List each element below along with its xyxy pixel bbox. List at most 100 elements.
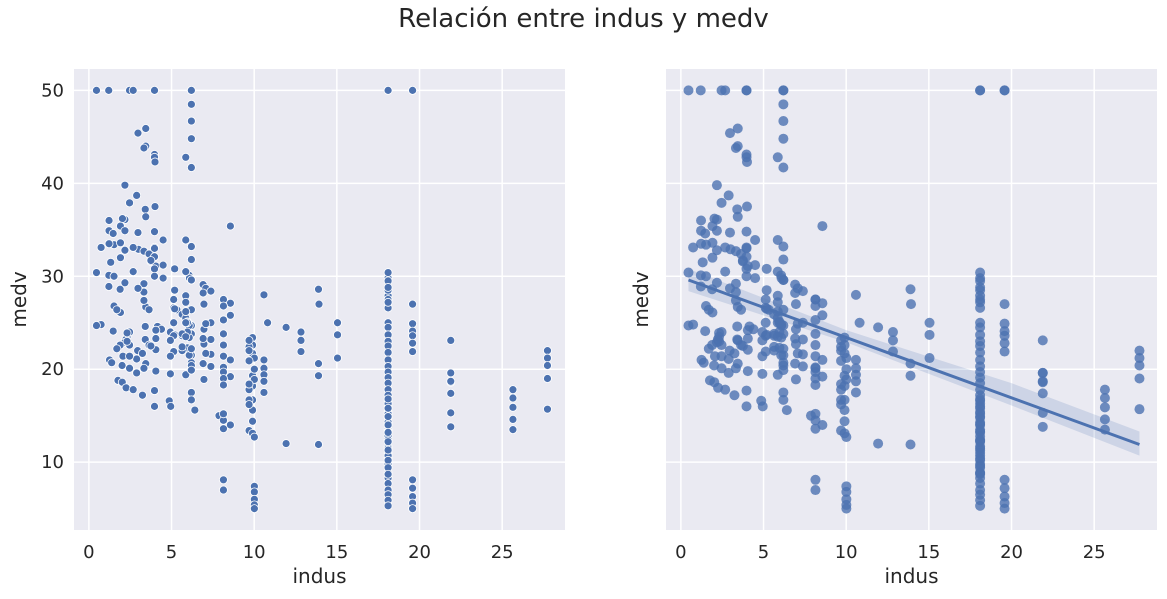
data-point <box>769 341 780 352</box>
data-point <box>999 483 1010 494</box>
data-point <box>732 321 743 332</box>
data-point <box>166 401 176 411</box>
data-point <box>186 163 196 172</box>
data-point <box>92 321 101 330</box>
data-point <box>120 245 130 255</box>
data-point <box>383 268 393 277</box>
data-point <box>201 319 211 329</box>
data-point <box>186 388 196 397</box>
data-point <box>1134 353 1145 364</box>
x-tick-label: 10 <box>835 542 858 563</box>
data-point <box>408 483 417 493</box>
data-point <box>1134 360 1145 371</box>
data-point <box>772 235 783 246</box>
data-point <box>141 124 151 133</box>
x-axis-label: indus <box>884 564 938 588</box>
data-point <box>186 116 196 126</box>
figure-title: Relación entre indus y medv <box>398 4 769 34</box>
data-point <box>408 85 417 95</box>
data-point <box>383 322 393 332</box>
data-point <box>975 445 986 456</box>
data-point <box>158 273 168 283</box>
data-point <box>383 445 393 455</box>
data-point <box>383 403 393 413</box>
data-point <box>169 318 179 328</box>
data-point <box>314 359 323 369</box>
data-point <box>120 278 130 288</box>
data-point <box>132 368 142 378</box>
data-point <box>333 318 342 328</box>
data-point <box>141 212 151 222</box>
data-point <box>186 99 196 109</box>
data-point <box>383 297 393 307</box>
data-point <box>150 243 159 253</box>
data-point <box>146 341 156 351</box>
data-point <box>109 271 119 281</box>
data-point <box>281 439 291 448</box>
left-scatter-panel: 0 5 10 15 20 25 10 20 30 40 50 indus medv <box>7 69 565 588</box>
data-point <box>225 221 235 231</box>
data-point <box>132 191 142 200</box>
data-point <box>121 383 131 393</box>
data-point <box>836 379 847 390</box>
x-axis-label: indus <box>292 564 346 588</box>
data-point <box>96 243 106 252</box>
data-point <box>150 386 159 395</box>
data-point <box>778 343 789 354</box>
data-point <box>761 285 772 296</box>
data-point <box>1037 376 1048 387</box>
data-point <box>975 267 986 278</box>
data-point <box>732 204 743 215</box>
data-point <box>181 152 191 162</box>
data-point <box>772 152 783 163</box>
data-point <box>314 440 323 449</box>
data-point <box>975 297 986 308</box>
y-axis-label: medv <box>629 271 653 327</box>
data-point <box>836 345 847 356</box>
data-point <box>905 439 916 450</box>
data-point <box>150 271 159 281</box>
data-point <box>181 370 191 380</box>
data-point <box>778 394 789 405</box>
data-point <box>850 289 861 300</box>
data-point <box>92 268 101 277</box>
data-point <box>118 214 127 224</box>
data-point <box>543 353 552 363</box>
data-point <box>975 500 986 511</box>
data-point <box>249 432 259 442</box>
data-point <box>120 226 130 236</box>
data-point <box>248 416 257 426</box>
data-point <box>446 376 456 386</box>
data-point <box>742 156 753 167</box>
data-point <box>841 432 852 443</box>
data-point <box>1037 421 1048 432</box>
data-point <box>115 284 125 294</box>
data-point <box>778 387 789 398</box>
x-tick-label: 20 <box>1000 542 1023 563</box>
data-point <box>106 257 116 267</box>
data-point <box>810 301 821 312</box>
data-point <box>975 403 986 414</box>
data-point <box>383 394 393 404</box>
data-point <box>772 331 783 342</box>
x-tick-label: 0 <box>83 542 94 563</box>
data-point <box>716 351 727 362</box>
data-point <box>817 310 828 321</box>
y-tick-label: 50 <box>41 80 64 101</box>
data-point <box>249 504 259 514</box>
y-tick-label: 40 <box>41 173 64 194</box>
data-point <box>836 355 847 366</box>
data-point <box>138 390 147 400</box>
data-point <box>778 254 789 265</box>
x-tick-label: 15 <box>325 542 348 563</box>
data-point <box>975 393 986 404</box>
data-point <box>723 190 734 201</box>
data-point <box>711 225 722 236</box>
data-point <box>408 338 417 348</box>
right-regression-panel: 0 5 10 15 20 25 indus medv <box>629 69 1157 588</box>
data-point <box>683 267 694 278</box>
data-point <box>150 401 159 411</box>
data-point <box>122 336 132 346</box>
regression-line <box>687 278 1140 446</box>
data-point <box>543 374 552 383</box>
